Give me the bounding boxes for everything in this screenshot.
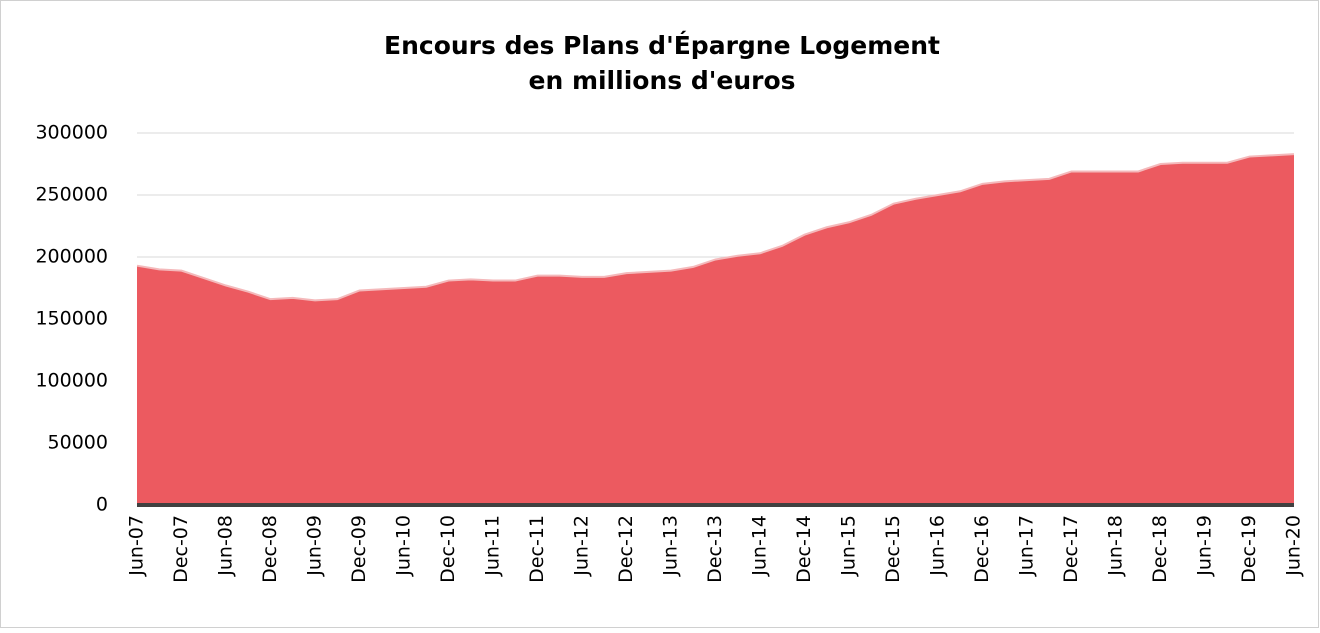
x-tick-label: Dec-10 [437, 515, 459, 583]
x-tick-label: Dec-07 [170, 515, 192, 583]
y-tick-label: 100000 [35, 370, 108, 392]
x-tick-label: Jun-11 [482, 515, 504, 577]
area [137, 154, 1294, 505]
x-tick-label: Jun-17 [1016, 515, 1038, 577]
x-tick-label: Jun-08 [215, 515, 237, 577]
chart-subtitle: en millions d'euros [528, 66, 795, 95]
x-tick-label: Dec-19 [1238, 515, 1260, 583]
x-tick-label: Jun-19 [1194, 515, 1216, 577]
x-tick-label: Jun-13 [660, 515, 682, 577]
x-tick-label: Jun-15 [838, 515, 860, 577]
x-tick-label: Jun-10 [393, 515, 415, 577]
x-tick-label: Jun-16 [927, 515, 949, 577]
x-tick-label: Dec-15 [882, 515, 904, 583]
x-tick-label: Jun-18 [1105, 515, 1127, 577]
x-tick-label: Dec-13 [704, 515, 726, 583]
x-tick-label: Dec-17 [1060, 515, 1082, 583]
x-tick-label: Jun-14 [749, 515, 771, 577]
area-line [136, 153, 1295, 302]
x-tick-label: Dec-18 [1149, 515, 1171, 583]
x-tick-label: Dec-09 [348, 515, 370, 583]
x-tick-label: Dec-14 [793, 515, 815, 583]
x-tick-label: Dec-08 [259, 515, 281, 583]
y-tick-label: 150000 [35, 308, 108, 330]
y-tick-label: 200000 [35, 246, 108, 268]
x-tick-label: Jun-09 [304, 515, 326, 577]
y-tick-label: 0 [96, 494, 108, 516]
x-tick-label: Jun-12 [571, 515, 593, 577]
y-tick-label: 300000 [35, 122, 108, 144]
x-tick-label: Dec-11 [526, 515, 548, 583]
y-tick-label: 50000 [48, 432, 108, 454]
y-tick-label: 250000 [35, 184, 108, 206]
chart-title: Encours des Plans d'Épargne Logement [384, 31, 940, 60]
x-tick-label: Dec-12 [615, 515, 637, 583]
x-tick-label: Jun-20 [1283, 515, 1305, 577]
x-tick-label: Jun-07 [126, 515, 148, 577]
x-tick-label: Dec-16 [971, 515, 993, 583]
